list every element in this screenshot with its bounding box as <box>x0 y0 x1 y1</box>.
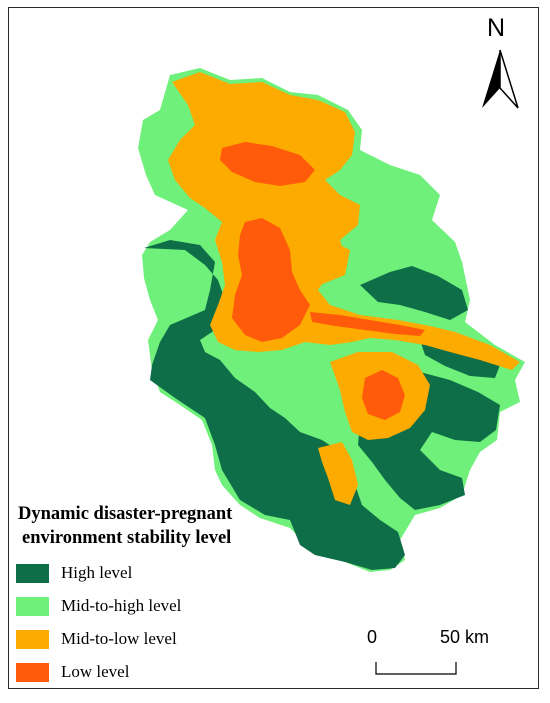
region-low-south <box>362 370 405 420</box>
legend-label-high: High level <box>61 563 133 582</box>
legend-swatch-mid-to-high <box>16 596 49 616</box>
legend-item-high: High level <box>16 562 132 584</box>
legend-label-mid-to-high: Mid-to-high level <box>61 596 182 615</box>
region-low-north <box>220 142 315 186</box>
region-low-river-strip <box>310 312 425 336</box>
legend-swatch-mid-to-low <box>16 629 49 649</box>
north-label: N <box>487 14 506 42</box>
region-high-east-upper <box>360 266 468 320</box>
legend-label-mid-to-low: Mid-to-low level <box>61 629 177 648</box>
scale-start-label: 0 <box>367 627 378 647</box>
legend-title-line2: environment stability level <box>22 528 232 548</box>
legend-item-low: Low level <box>16 661 129 683</box>
legend-item-mid-to-low: Mid-to-low level <box>16 628 177 650</box>
legend-title: Dynamic disaster-pregnant environment st… <box>18 502 232 550</box>
region-low-central <box>232 218 310 342</box>
region-mid-to-low-southwest <box>318 442 358 505</box>
scale-bar <box>375 662 457 675</box>
legend-swatch-low <box>16 662 49 682</box>
north-arrow-icon <box>482 49 519 109</box>
legend-title-line1: Dynamic disaster-pregnant <box>18 504 233 524</box>
legend-item-mid-to-high: Mid-to-high level <box>16 595 181 617</box>
region-mid-to-low-east <box>300 240 350 285</box>
legend-label-low: Low level <box>61 662 130 681</box>
legend-swatch-high <box>16 563 49 583</box>
scale-end-label: 50 km <box>440 627 490 647</box>
